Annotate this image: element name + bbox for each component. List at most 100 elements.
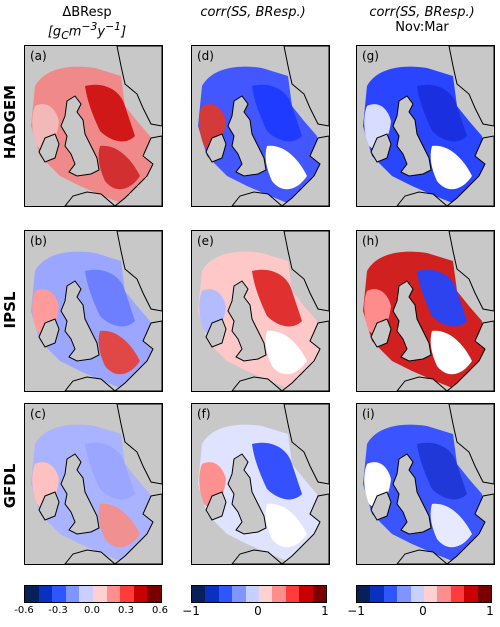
map-panel: (h) xyxy=(356,230,495,392)
field-patch xyxy=(85,442,135,500)
land-ireland xyxy=(205,318,227,348)
colorbar-segment xyxy=(464,586,478,602)
land-continent xyxy=(114,135,162,206)
colorbar-segment xyxy=(299,586,313,602)
land-great-britain xyxy=(227,280,267,362)
map-panel: (f) xyxy=(191,403,330,565)
field-patch xyxy=(85,269,135,327)
land-france xyxy=(231,376,283,391)
land-continent xyxy=(446,320,494,391)
land-continent xyxy=(281,320,329,391)
colorbar-tick: −1 xyxy=(347,604,365,618)
panel-label: (h) xyxy=(362,234,379,248)
land-ireland xyxy=(370,491,392,521)
colorbar-segment xyxy=(147,586,161,602)
colorbar-segment xyxy=(245,586,260,602)
field-patch xyxy=(430,145,472,190)
colorbar-delta-bresp xyxy=(24,585,162,603)
column-title-line1: corr(SS, BResp.) xyxy=(369,5,475,20)
land-continent xyxy=(281,493,329,564)
colorbar-corr xyxy=(191,585,327,603)
sea-field-map xyxy=(363,46,494,206)
land-great-britain xyxy=(392,280,432,362)
field-patch xyxy=(417,442,467,500)
field-patch xyxy=(252,269,302,327)
panel-label: (i) xyxy=(362,407,375,421)
land-ireland xyxy=(205,491,227,521)
colorbar-segment xyxy=(285,586,300,602)
field-patch xyxy=(417,84,467,142)
land-great-britain xyxy=(392,453,432,535)
colorbar-segment xyxy=(205,586,219,602)
colorbar-segment xyxy=(133,586,148,602)
land-scandinavia xyxy=(283,46,329,127)
colorbar-segment xyxy=(370,586,384,602)
panel-label: (b) xyxy=(30,234,47,248)
land-scandinavia xyxy=(283,404,329,485)
land-continent xyxy=(281,135,329,206)
land-great-britain xyxy=(227,453,267,535)
colorbar-segment xyxy=(25,586,39,602)
map-panel: (a) xyxy=(24,45,163,207)
land-scandinavia xyxy=(448,231,494,312)
colorbar-segment xyxy=(312,586,327,602)
field-patch xyxy=(252,84,302,142)
land-france xyxy=(396,376,448,391)
colorbar-segment xyxy=(383,586,398,602)
colorbar-segment xyxy=(397,586,411,602)
colorbar-segment xyxy=(92,586,107,602)
column-title-line2: Nov:Mar xyxy=(395,19,449,35)
panel-label: (a) xyxy=(30,49,47,63)
column-title-line1: corr(SS, BResp.) xyxy=(200,5,306,20)
colorbar-tick: 0.6 xyxy=(152,605,168,616)
colorbar-tick: 0.0 xyxy=(84,605,100,616)
sea-field-map xyxy=(198,404,329,564)
colorbar-segment xyxy=(192,586,206,602)
land-continent xyxy=(114,493,162,564)
colorbar-tick: −1 xyxy=(182,604,200,618)
land-scandinavia xyxy=(283,231,329,312)
land-continent xyxy=(446,135,494,206)
colorbar-segment xyxy=(38,586,53,602)
field-patch xyxy=(430,330,472,375)
colorbar-tick: 1 xyxy=(321,604,329,618)
field-patch xyxy=(265,503,307,548)
column-title-delta-bresp: ΔBResp [gCm−3y−1] xyxy=(12,5,162,42)
land-great-britain xyxy=(60,95,100,177)
field-patch xyxy=(417,269,467,327)
land-scandinavia xyxy=(116,231,162,312)
land-france xyxy=(396,191,448,206)
colorbar-segment xyxy=(232,586,246,602)
land-ireland xyxy=(370,133,392,163)
colorbar-segment xyxy=(79,586,93,602)
land-france xyxy=(396,549,448,564)
sea-field-map xyxy=(31,404,162,564)
land-great-britain xyxy=(392,95,432,177)
land-france xyxy=(64,376,116,391)
sea-field-map xyxy=(363,404,494,564)
land-continent xyxy=(446,493,494,564)
panel-label: (f) xyxy=(197,407,211,421)
field-patch xyxy=(265,330,307,375)
panel-label: (e) xyxy=(197,234,214,248)
colorbar-corr-nov-mar xyxy=(356,585,492,603)
row-label-ipsl: IPSL xyxy=(1,291,19,329)
sea-field-map xyxy=(31,46,162,206)
colorbar-segment xyxy=(65,586,80,602)
colorbar-segment xyxy=(357,586,371,602)
map-panel: (d) xyxy=(191,45,330,207)
colorbar-segment xyxy=(437,586,451,602)
land-ireland xyxy=(38,133,60,163)
panel-label: (g) xyxy=(362,49,379,63)
panel-label: (d) xyxy=(197,49,214,63)
field-patch xyxy=(98,330,140,375)
land-great-britain xyxy=(60,280,100,362)
colorbar-segment xyxy=(218,586,233,602)
field-patch xyxy=(85,84,135,142)
colorbar-tick: 1 xyxy=(486,604,494,618)
land-france xyxy=(231,549,283,564)
land-great-britain xyxy=(60,453,100,535)
sea-field-map xyxy=(198,231,329,391)
colorbar-tick: 0 xyxy=(419,604,427,618)
colorbar-segment xyxy=(52,586,66,602)
